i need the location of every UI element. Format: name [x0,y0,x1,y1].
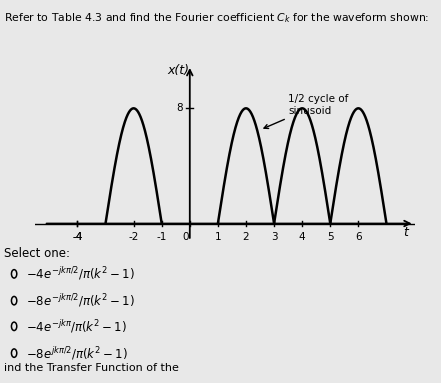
Text: Select one:: Select one: [4,247,71,260]
Text: $-8e^{-jk\pi/2}/\pi(k^2-1)$: $-8e^{-jk\pi/2}/\pi(k^2-1)$ [26,292,134,309]
Text: ind the Transfer Function of the: ind the Transfer Function of the [4,363,179,373]
Text: $-4e^{-jk\pi}/\pi(k^2-1)$: $-4e^{-jk\pi}/\pi(k^2-1)$ [26,318,127,335]
Text: $-8e^{jk\pi/2}/\pi(k^2-1)$: $-8e^{jk\pi/2}/\pi(k^2-1)$ [26,345,127,362]
Text: 2: 2 [243,232,249,242]
Text: -4: -4 [72,232,82,242]
Text: -4: -4 [72,232,82,242]
Text: 1/2 cycle of
sinusoid: 1/2 cycle of sinusoid [264,94,348,128]
Text: 3: 3 [271,232,277,242]
Text: 8: 8 [176,103,183,113]
Text: t: t [404,226,408,239]
Text: $-4e^{-jk\pi/2}/\pi(k^2-1)$: $-4e^{-jk\pi/2}/\pi(k^2-1)$ [26,265,134,282]
Text: 6: 6 [355,232,362,242]
Text: -2: -2 [128,232,139,242]
Text: 4: 4 [299,232,306,242]
Text: 5: 5 [327,232,333,242]
Text: 1: 1 [215,232,221,242]
Text: Refer to Table 4.3 and find the Fourier coefficient $C_k$ for the waveform shown: Refer to Table 4.3 and find the Fourier … [4,11,430,25]
Text: x(t): x(t) [168,64,190,77]
Text: 0: 0 [182,232,189,242]
Text: -1: -1 [157,232,167,242]
